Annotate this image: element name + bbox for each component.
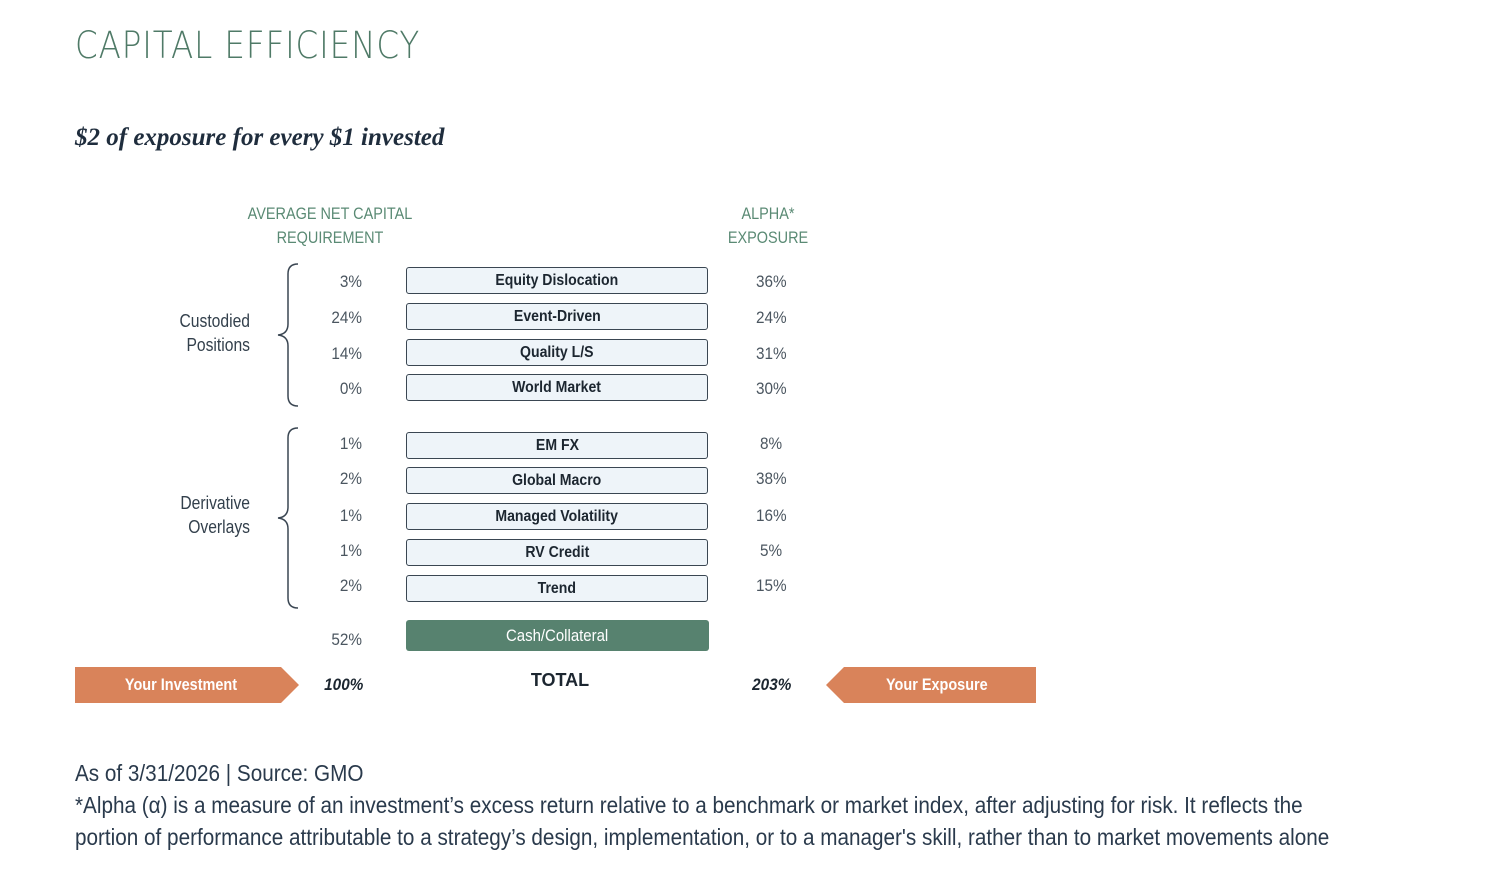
capital-header-line1: AVERAGE NET CAPITAL bbox=[247, 204, 413, 223]
your-investment-arrow bbox=[75, 667, 299, 703]
alpha-footnote-line1: *Alpha (α) is a measure of an investment… bbox=[75, 792, 1303, 818]
alpha-exposure-header: ALPHA* EXPOSURE bbox=[726, 202, 811, 250]
derivative-label-line2: Overlays bbox=[188, 517, 250, 537]
strategy-box: Quality L/S bbox=[406, 339, 708, 366]
cash-collateral-label: Cash/Collateral bbox=[506, 625, 609, 645]
custodied-label-line2: Positions bbox=[186, 335, 250, 355]
strategy-box: Trend bbox=[406, 575, 708, 602]
capital-pct: 24% bbox=[331, 308, 362, 327]
page-title: CAPITAL EFFICIENCY bbox=[75, 24, 421, 67]
alpha-pct: 30% bbox=[756, 379, 787, 398]
custodied-label-line1: Custodied bbox=[179, 311, 250, 331]
source-note: As of 3/31/2026 | Source: GMO bbox=[75, 760, 364, 786]
capital-requirement-header: AVERAGE NET CAPITAL REQUIREMENT bbox=[245, 202, 415, 250]
derivative-label-line1: Derivative bbox=[180, 493, 250, 513]
page-subtitle: $2 of exposure for every $1 invested bbox=[75, 124, 445, 151]
capital-pct: 2% bbox=[339, 469, 362, 488]
capital-pct: 1% bbox=[339, 434, 362, 453]
alpha-pct: 24% bbox=[756, 308, 787, 327]
alpha-pct: 15% bbox=[756, 576, 787, 595]
cash-collateral-box: Cash/Collateral bbox=[406, 620, 709, 651]
your-investment-label: Your Investment bbox=[75, 667, 287, 703]
strategy-label: World Market bbox=[512, 378, 602, 396]
strategy-label: RV Credit bbox=[525, 543, 589, 561]
derivative-brace bbox=[277, 427, 299, 609]
alpha-pct: 36% bbox=[756, 272, 787, 291]
your-exposure-arrow bbox=[826, 667, 1036, 703]
your-investment-text: Your Investment bbox=[124, 675, 238, 694]
strategy-label: Global Macro bbox=[512, 471, 602, 489]
capital-pct: 1% bbox=[339, 506, 362, 525]
strategy-label: Managed Volatility bbox=[495, 507, 619, 525]
alpha-header-line2: EXPOSURE bbox=[727, 228, 809, 247]
derivative-overlays-label: Derivative Overlays bbox=[163, 491, 250, 539]
capital-pct: 1% bbox=[339, 541, 362, 560]
strategy-box: RV Credit bbox=[406, 539, 708, 566]
alpha-header-line1: ALPHA* bbox=[741, 204, 795, 223]
strategy-box: Global Macro bbox=[406, 467, 708, 494]
capital-pct: 2% bbox=[339, 576, 362, 595]
strategy-box: Equity Dislocation bbox=[406, 267, 708, 294]
custodied-positions-label: Custodied Positions bbox=[163, 309, 250, 357]
capital-pct: 14% bbox=[331, 344, 362, 363]
your-exposure-label: Your Exposure bbox=[838, 667, 1036, 703]
capital-pct: 3% bbox=[339, 272, 362, 291]
alpha-pct: 5% bbox=[760, 541, 783, 560]
investment-total-pct: 100% bbox=[324, 675, 364, 694]
your-exposure-text: Your Exposure bbox=[886, 675, 988, 694]
strategy-box: Managed Volatility bbox=[406, 503, 708, 530]
alpha-pct: 38% bbox=[756, 469, 787, 488]
strategy-box: World Market bbox=[406, 374, 708, 401]
alpha-pct: 16% bbox=[756, 506, 787, 525]
strategy-label: Event-Driven bbox=[513, 307, 601, 325]
exposure-total-pct: 203% bbox=[752, 675, 792, 694]
capital-pct: 0% bbox=[339, 379, 362, 398]
capital-header-line2: REQUIREMENT bbox=[276, 228, 384, 247]
total-label: TOTAL bbox=[530, 670, 590, 690]
strategy-label: Quality L/S bbox=[520, 343, 594, 361]
alpha-pct: 31% bbox=[756, 344, 787, 363]
strategy-label: EM FX bbox=[535, 436, 579, 454]
alpha-pct: 8% bbox=[760, 434, 783, 453]
strategy-label: Trend bbox=[537, 579, 577, 597]
alpha-footnote-line2: portion of performance attributable to a… bbox=[75, 824, 1330, 850]
strategy-box: Event-Driven bbox=[406, 303, 708, 330]
cash-capital-pct: 52% bbox=[331, 630, 362, 649]
custodied-brace bbox=[277, 263, 299, 407]
strategy-box: EM FX bbox=[406, 432, 708, 459]
strategy-label: Equity Dislocation bbox=[495, 271, 619, 289]
